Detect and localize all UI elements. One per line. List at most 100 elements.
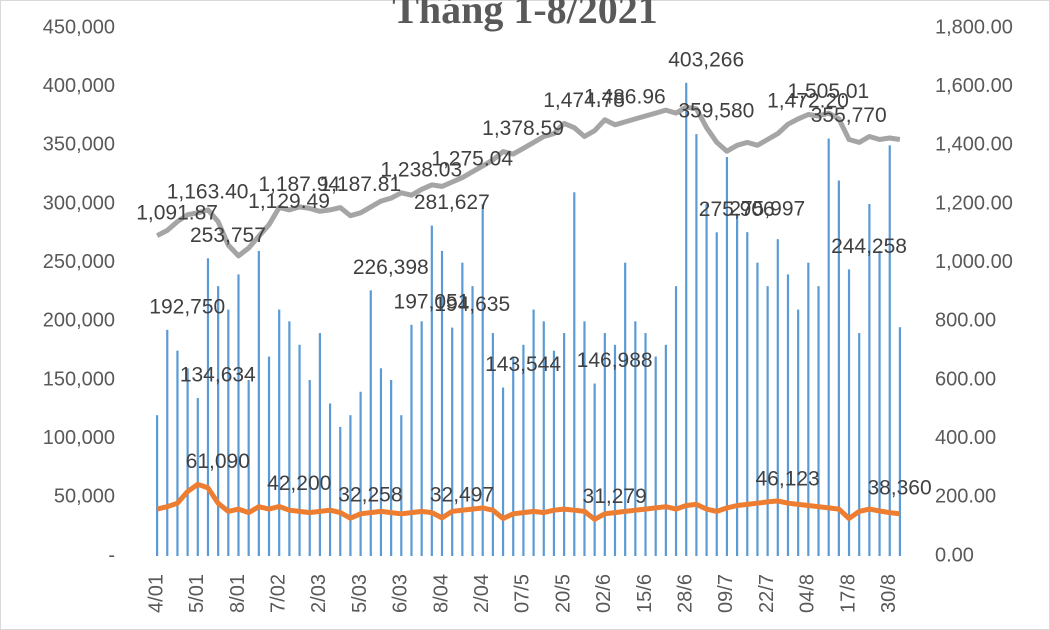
data-label: 1,472.20 — [767, 90, 849, 113]
x-tick-label: 28/6 — [675, 574, 697, 613]
bar — [847, 269, 851, 556]
data-label: 38,360 — [867, 477, 931, 500]
data-label: 143,544 — [485, 353, 561, 376]
y2-tick-label: 200.00 — [935, 486, 996, 508]
data-label: 134,634 — [180, 364, 256, 387]
x-tick-label: 5/01 — [186, 574, 208, 613]
bar — [359, 391, 362, 556]
bar — [491, 333, 494, 556]
data-label: 1,187.94 — [258, 173, 340, 196]
data-label: 1,187.81 — [319, 173, 401, 196]
chart-title: Tháng 1-8/2021 — [392, 0, 658, 32]
bar — [328, 403, 332, 556]
data-label: 197,051 — [394, 290, 470, 313]
bar — [217, 286, 220, 556]
bar — [369, 290, 372, 556]
data-label: 275,906 — [699, 198, 775, 221]
data-label: 1,091.87 — [136, 201, 218, 224]
data-label: 192,750 — [149, 295, 225, 318]
bar — [664, 344, 667, 556]
bar — [186, 368, 189, 556]
bar — [797, 309, 800, 556]
bar — [308, 380, 311, 556]
bar — [674, 286, 678, 556]
y-tick-label: 150,000 — [43, 368, 115, 390]
x-tick-label: 15/6 — [634, 574, 656, 613]
data-label: 194,635 — [434, 293, 510, 316]
bar — [532, 309, 535, 556]
data-label: 1,486.96 — [584, 85, 666, 108]
bar — [868, 204, 871, 556]
data-label: 1,378.59 — [482, 117, 564, 140]
y2-tick-label: 1,400.00 — [935, 134, 1013, 156]
bar — [481, 204, 484, 556]
y-tick-label: 350,000 — [43, 134, 115, 156]
bar — [176, 350, 179, 556]
bar — [390, 380, 393, 556]
bar — [552, 350, 556, 556]
bar — [298, 344, 301, 556]
data-label: 1,129.49 — [248, 190, 330, 213]
x-tick-label: 02/6 — [593, 574, 615, 613]
y-tick-label: 400,000 — [43, 75, 115, 97]
data-label: 226,398 — [353, 256, 429, 279]
y2-tick-label: 400.00 — [935, 427, 996, 449]
bar — [247, 380, 250, 556]
data-label: 275,997 — [729, 198, 805, 221]
y2-tick-label: 1,200.00 — [935, 192, 1013, 214]
data-label: 32,497 — [430, 483, 494, 506]
bar — [603, 333, 606, 556]
x-tick-label: 17/8 — [837, 574, 859, 613]
bar — [440, 250, 444, 556]
bar — [278, 309, 281, 556]
data-label: 1,474.78 — [543, 89, 625, 112]
bar — [593, 383, 596, 556]
bar — [196, 398, 199, 556]
bar — [634, 321, 637, 556]
bar — [451, 327, 454, 556]
x-tick-label: 4/01 — [145, 574, 167, 613]
x-tick-label: 20/5 — [552, 574, 574, 613]
bar — [837, 180, 840, 557]
x-tick-label: 5/03 — [349, 574, 371, 613]
line — [155, 104, 901, 259]
bar — [288, 321, 291, 556]
bar — [420, 321, 423, 556]
line — [156, 481, 901, 522]
y-tick-label: 250,000 — [43, 251, 115, 273]
x-tick-label: 8/01 — [227, 574, 249, 613]
x-tick-label: 09/7 — [715, 574, 737, 613]
bar — [685, 82, 688, 556]
bar — [542, 321, 545, 556]
bar — [695, 134, 698, 556]
data-label: 1,275.04 — [431, 148, 513, 171]
bar — [522, 344, 525, 556]
bar — [807, 262, 810, 556]
bar — [756, 262, 759, 556]
data-label: 46,123 — [756, 467, 820, 490]
bar — [410, 324, 413, 556]
bar — [349, 415, 352, 556]
data-label: 31,279 — [583, 485, 647, 508]
bar — [206, 258, 210, 556]
data-label: 244,258 — [831, 235, 907, 258]
y2-tick-label: 800.00 — [935, 310, 996, 332]
data-label: 359,580 — [678, 100, 754, 123]
bar — [624, 262, 627, 556]
bar — [746, 232, 749, 556]
bar — [155, 415, 159, 556]
bar — [858, 333, 861, 556]
data-label: 1,163.40 — [167, 180, 249, 203]
x-tick-label: 8/04 — [430, 574, 452, 613]
data-label: 403,266 — [668, 48, 744, 71]
x-tick-label: 30/8 — [878, 574, 900, 613]
data-label: 1,505.01 — [787, 80, 869, 103]
bar — [898, 327, 902, 556]
bar — [705, 204, 708, 556]
x-tick-label: 7/02 — [267, 574, 289, 613]
data-label: 146,988 — [577, 349, 653, 372]
bar — [471, 286, 474, 556]
bar — [644, 333, 647, 556]
y2-tick-label: 600.00 — [935, 368, 996, 390]
